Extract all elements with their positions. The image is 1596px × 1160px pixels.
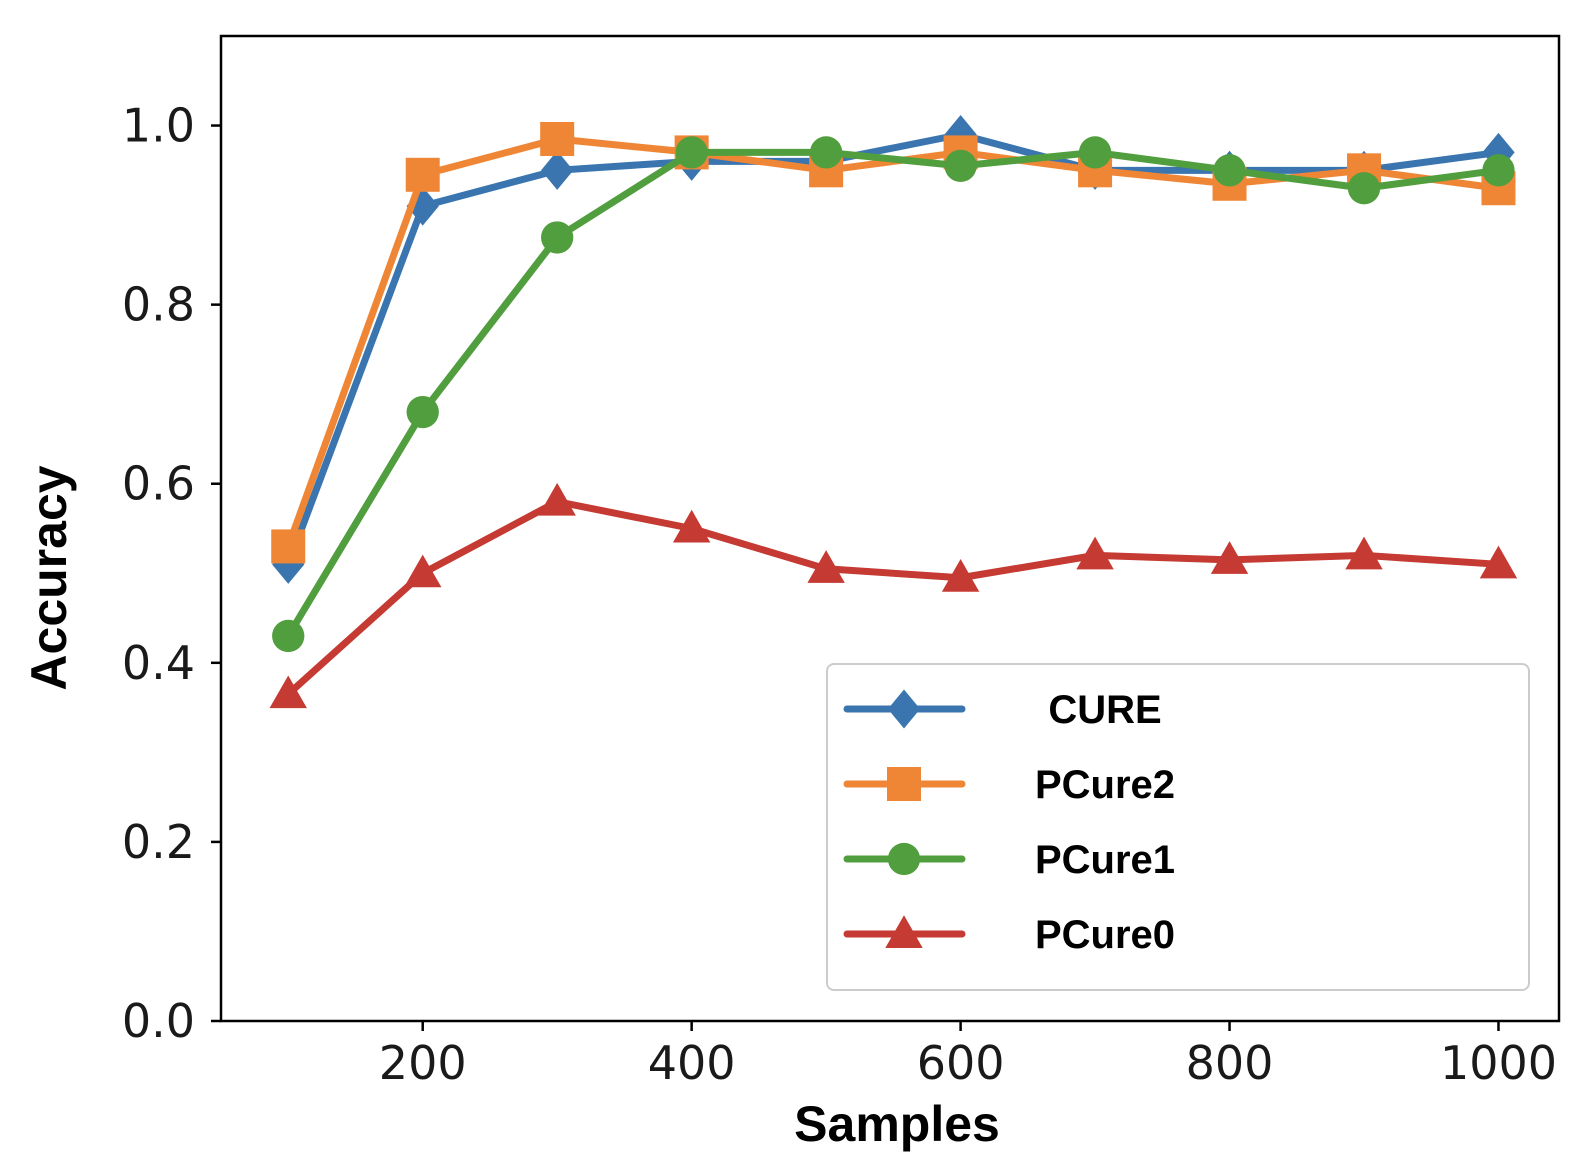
y-tick-label: 0.2 (122, 815, 195, 869)
legend-marker-pcure0 (885, 915, 923, 949)
y-tick-label: 1.0 (122, 99, 195, 153)
axes: 200 400 600 800 1000 0.0 0.2 0.4 0.6 0.8 1.0 (122, 34, 1561, 1090)
series-line-cure (284, 131, 1502, 568)
legend-marker-pcure1 (887, 842, 921, 876)
x-tick-label: 200 (379, 1036, 467, 1090)
data-point-pcure0 (1210, 541, 1249, 574)
data-point-pcure1 (1482, 154, 1515, 187)
data-point-pcure1 (1078, 136, 1112, 169)
legend-label-cure: CURE (1048, 688, 1161, 732)
data-point-pcure0 (1345, 536, 1383, 570)
series-pcure1 (272, 136, 1515, 653)
data-point-pcure0 (1076, 536, 1114, 570)
x-tick-label: 600 (917, 1036, 1005, 1090)
y-tick-label: 0.4 (122, 636, 195, 690)
y-tick-label: 0.8 (122, 278, 195, 332)
data-point-pcure1 (944, 149, 977, 182)
series-pcure0 (269, 482, 1518, 709)
data-point-pcure0 (807, 550, 845, 583)
legend-label-pcure1: PCure1 (1035, 838, 1175, 882)
data-point-cure (1482, 132, 1515, 172)
data-point-cure (541, 150, 574, 190)
legend-marker-pcure2 (887, 767, 921, 801)
data-point-pcure0 (538, 482, 576, 516)
x-tick-label: 1000 (1440, 1036, 1557, 1090)
y-axis-label: Accuracy (21, 465, 77, 690)
data-point-pcure1 (541, 221, 574, 254)
x-tick-label: 800 (1186, 1036, 1274, 1090)
x-tick-label: 400 (648, 1036, 736, 1090)
data-point-pcure2 (540, 121, 575, 156)
data-point-pcure2 (405, 157, 440, 192)
data-point-pcure0 (941, 559, 980, 592)
data-point-pcure0 (672, 509, 711, 543)
data-point-cure (406, 186, 439, 226)
data-point-pcure1 (1213, 154, 1246, 187)
legend-label-pcure2: PCure2 (1035, 763, 1175, 807)
y-tick-label: 0.6 (122, 457, 195, 511)
y-tick-label: 0.0 (122, 994, 195, 1048)
legend: CURE PCure2 PCure1 PCure0 (826, 663, 1530, 991)
series-line-pcure2 (284, 135, 1502, 550)
data-point-pcure2 (271, 529, 306, 564)
data-point-pcure1 (272, 619, 305, 653)
series-layer (269, 114, 1518, 709)
plot-frame (219, 34, 1561, 1023)
series-line-pcure1 (284, 148, 1502, 640)
x-axis-label: Samples (794, 1096, 1000, 1152)
data-point-pcure0 (269, 675, 307, 709)
legend-box (826, 663, 1530, 991)
legend-label-pcure0: PCure0 (1035, 913, 1175, 957)
data-point-pcure1 (406, 395, 439, 429)
data-point-pcure0 (1479, 545, 1518, 579)
data-point-pcure1 (1347, 172, 1381, 205)
legend-marker-cure (887, 689, 921, 729)
data-point-pcure1 (675, 136, 708, 169)
data-point-pcure0 (404, 554, 442, 588)
data-point-pcure1 (809, 136, 843, 169)
series-pcure2 (271, 121, 1516, 564)
series-line-pcure0 (284, 498, 1502, 698)
